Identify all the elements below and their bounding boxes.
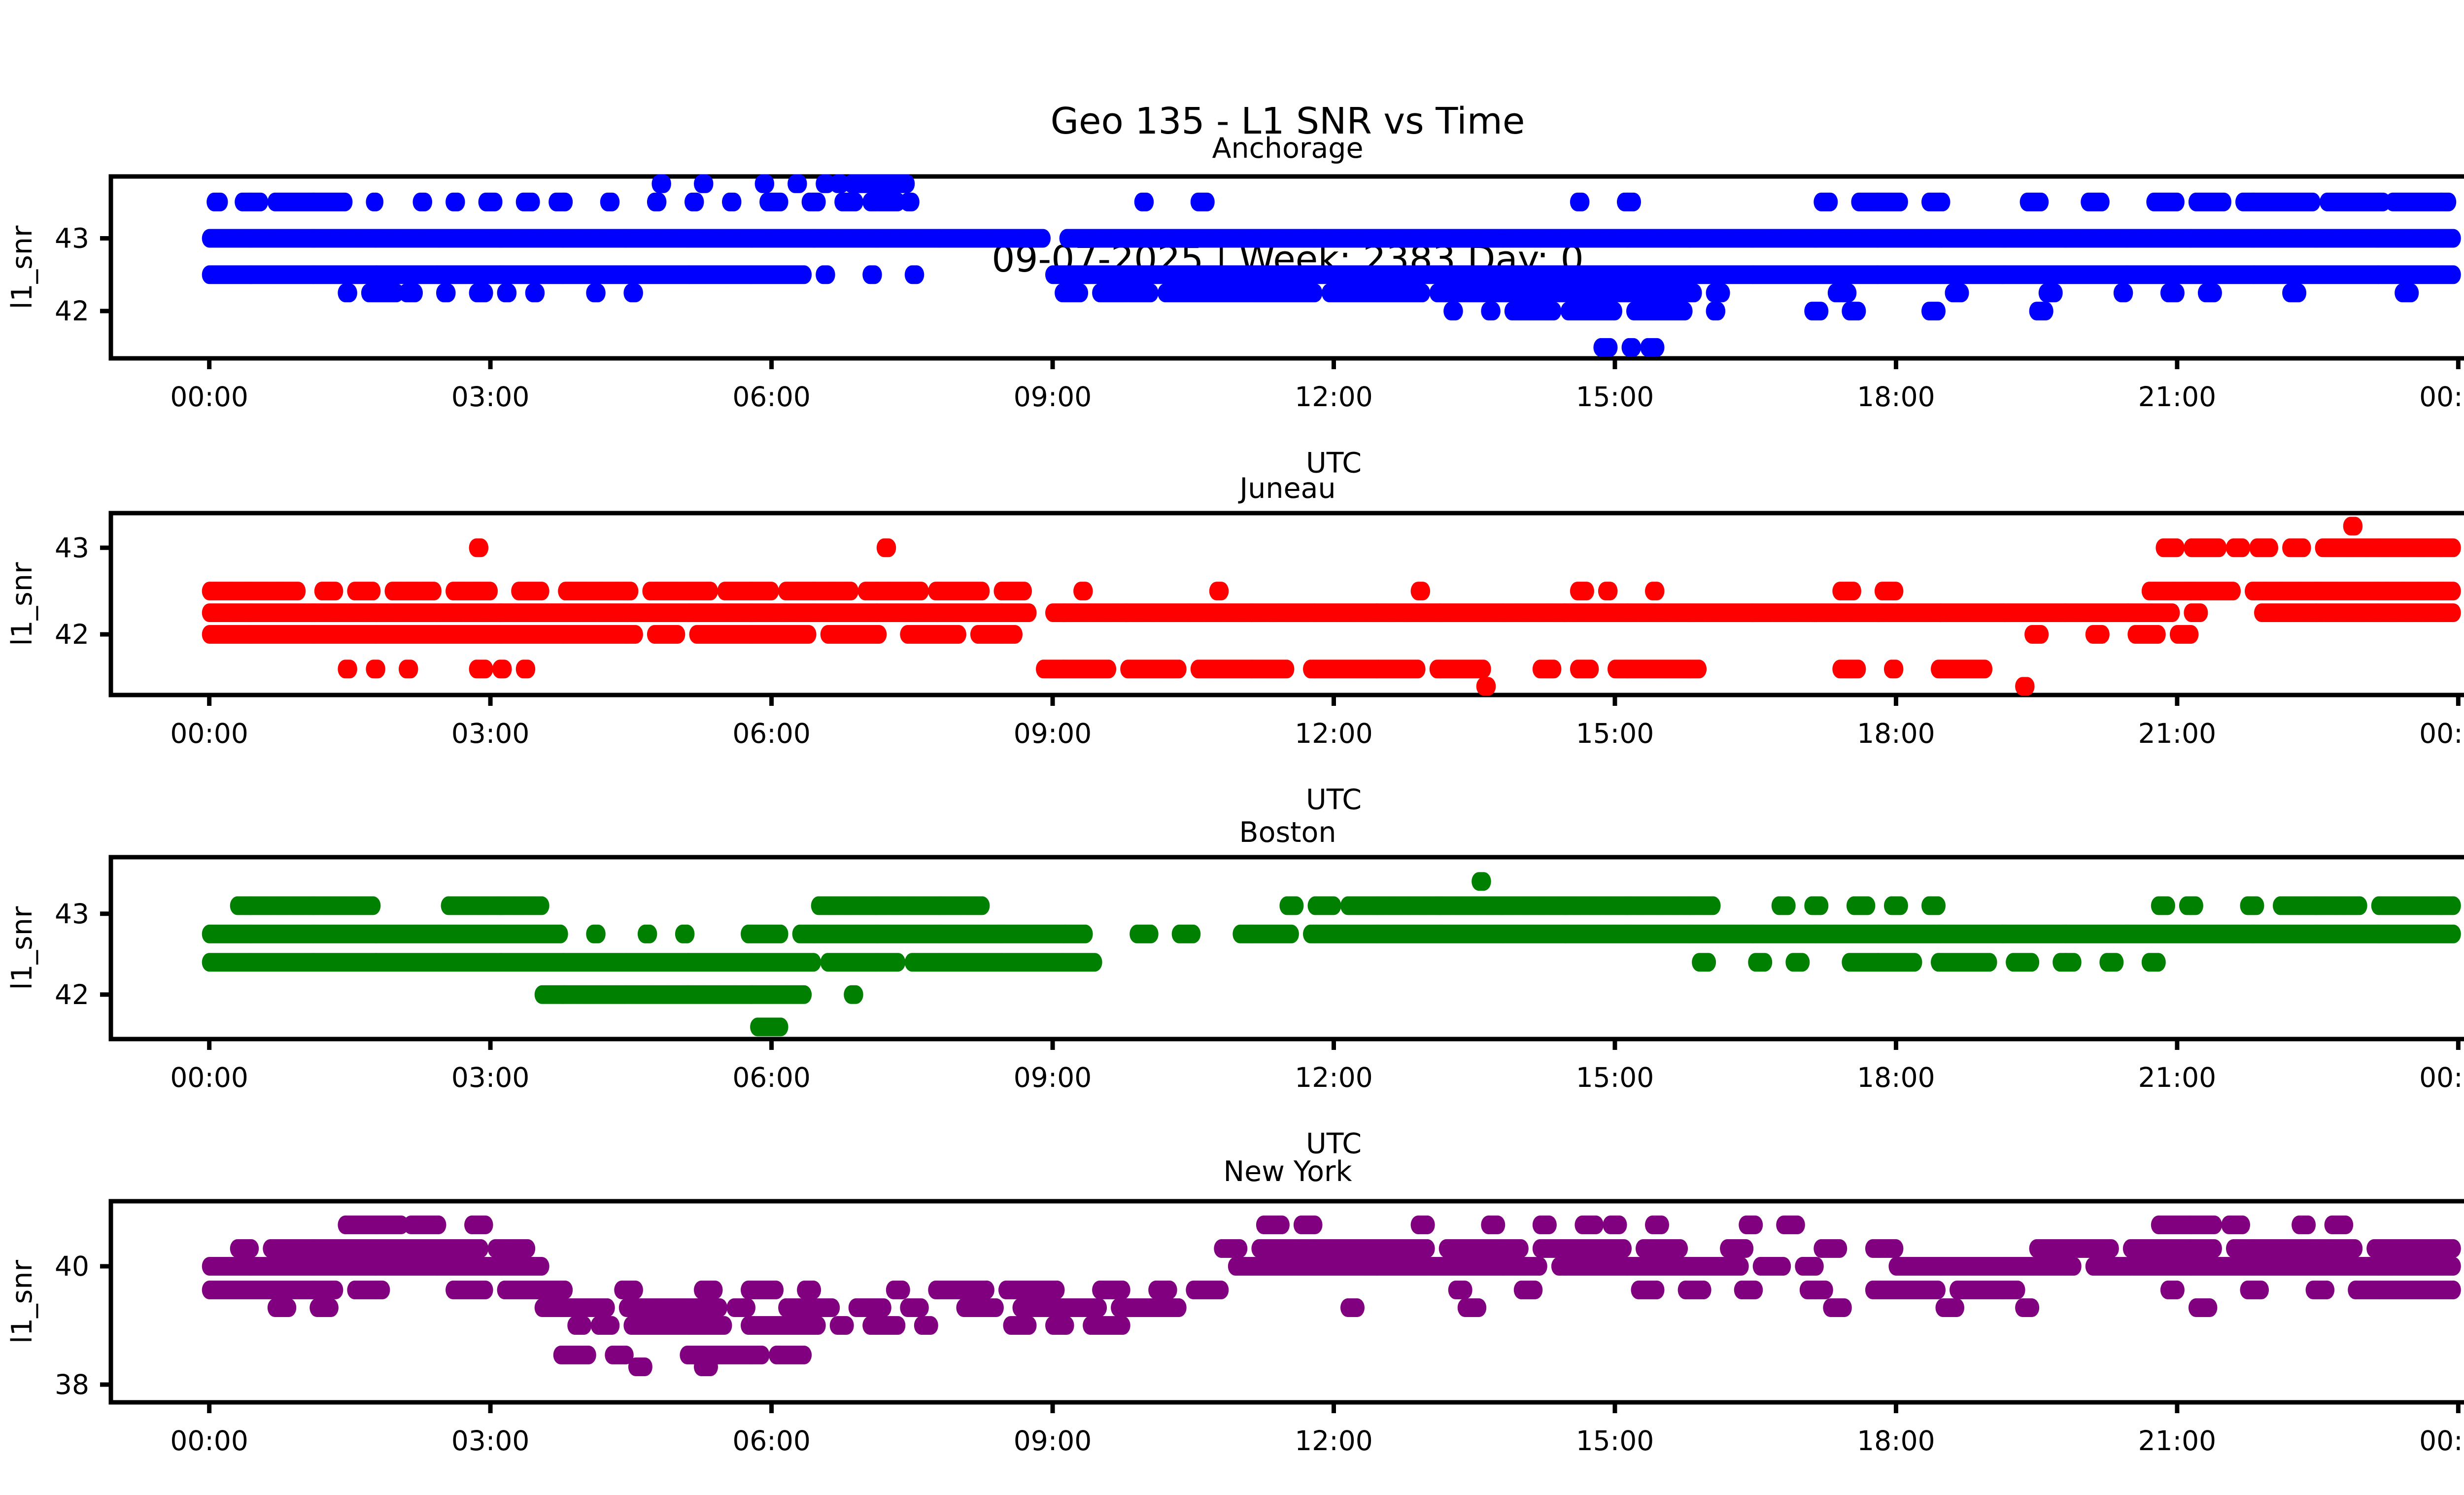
y-tick-label: 42 [55, 619, 89, 650]
y-axis-label: l1_snr [6, 562, 38, 646]
x-tick-label: 06:00 [732, 381, 811, 413]
x-tick-label: 00:00 [170, 718, 248, 749]
x-tick-label: 00:00 [2419, 381, 2464, 413]
x-tick-label: 21:00 [2138, 1062, 2217, 1093]
y-tick-label: 43 [55, 898, 89, 930]
x-tick-label: 06:00 [732, 1062, 811, 1093]
x-tick-label: 03:00 [451, 1425, 530, 1457]
x-tick-label: 12:00 [1295, 1425, 1373, 1457]
x-tick-label: 00:00 [2419, 1062, 2464, 1093]
x-tick-label: 12:00 [1295, 1062, 1373, 1093]
x-tick-label: 12:00 [1295, 381, 1373, 413]
subplot-title-boston: Boston [1239, 816, 1336, 849]
x-tick-label: 00:00 [170, 381, 248, 413]
x-tick-label: 09:00 [1014, 718, 1092, 749]
x-tick-label: 00:00 [170, 1425, 248, 1457]
y-tick-label: 42 [55, 979, 89, 1010]
x-tick-label: 09:00 [1014, 1425, 1092, 1457]
y-axis-label: l1_snr [6, 1260, 38, 1344]
x-tick-label: 09:00 [1014, 1062, 1092, 1093]
scatter-points-new-york [202, 1216, 2461, 1376]
scatter-points-boston [202, 872, 2461, 1037]
x-tick-label: 15:00 [1576, 718, 1654, 749]
x-tick-label: 03:00 [451, 718, 530, 749]
subplot-title-new-york: New York [1223, 1155, 1352, 1188]
x-tick-label: 21:00 [2138, 1425, 2217, 1457]
y-tick-label: 38 [55, 1369, 89, 1400]
x-tick-label: 18:00 [1857, 718, 1935, 749]
x-axis-label: UTC [1306, 1491, 1362, 1495]
x-tick-label: 18:00 [1857, 1062, 1935, 1093]
x-tick-label: 12:00 [1295, 718, 1373, 749]
suptitle-line-2: 09-07-2025 | Week: 2383 Day: 0 [992, 238, 1584, 281]
axes-frame [108, 511, 2464, 697]
scatter-points-juneau [202, 517, 2461, 696]
x-tick-label: 18:00 [1857, 381, 1935, 413]
x-tick-label: 21:00 [2138, 381, 2217, 413]
x-tick-label: 06:00 [732, 1425, 811, 1457]
y-tick-label: 40 [55, 1251, 89, 1282]
x-axis-label: UTC [1306, 784, 1362, 816]
x-tick-label: 00:00 [170, 1062, 248, 1093]
subplot-title-juneau: Juneau [1239, 472, 1336, 505]
y-axis-label: l1_snr [6, 906, 38, 990]
x-tick-label: 18:00 [1857, 1425, 1935, 1457]
x-tick-label: 00:00 [2419, 718, 2464, 749]
figure-suptitle: Geo 135 - L1 SNR vs Time 09-07-2025 | We… [0, 7, 2464, 375]
x-tick-label: 15:00 [1576, 381, 1654, 413]
x-tick-label: 21:00 [2138, 718, 2217, 749]
x-tick-label: 00:00 [2419, 1425, 2464, 1457]
x-tick-label: 03:00 [451, 1062, 530, 1093]
x-tick-label: 15:00 [1576, 1062, 1654, 1093]
axes-frame [108, 1199, 2464, 1405]
axes-frame [108, 855, 2464, 1042]
x-tick-label: 06:00 [732, 718, 811, 749]
subplot-title-anchorage: Anchorage [1212, 132, 1364, 165]
y-tick-label: 43 [55, 532, 89, 563]
x-tick-label: 03:00 [451, 381, 530, 413]
x-tick-label: 09:00 [1014, 381, 1092, 413]
x-tick-label: 15:00 [1576, 1425, 1654, 1457]
